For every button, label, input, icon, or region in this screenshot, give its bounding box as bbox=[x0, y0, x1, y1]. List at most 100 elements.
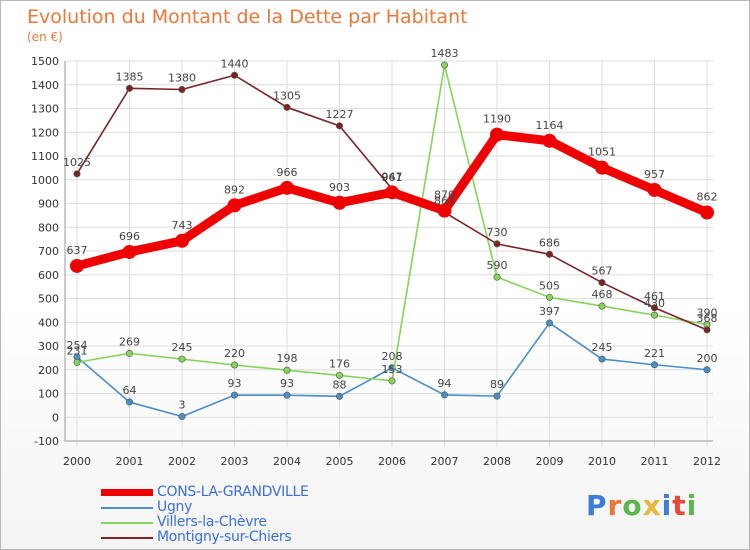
data-point bbox=[598, 279, 606, 287]
data-point bbox=[545, 319, 553, 327]
data-label: 254 bbox=[67, 339, 88, 352]
data-point bbox=[490, 127, 504, 142]
data-label: 397 bbox=[539, 305, 560, 318]
data-label: 89 bbox=[490, 378, 504, 391]
data-label: 1051 bbox=[588, 146, 616, 159]
data-label: 93 bbox=[280, 377, 294, 390]
data-point bbox=[280, 180, 294, 195]
data-point bbox=[283, 391, 291, 399]
data-point bbox=[231, 391, 239, 399]
proxiti-logo: Proxiti bbox=[586, 489, 697, 522]
data-point bbox=[335, 122, 343, 130]
data-label: 947 bbox=[382, 170, 403, 183]
data-point bbox=[231, 361, 239, 369]
data-label: 505 bbox=[539, 279, 560, 292]
legend-swatch bbox=[101, 522, 153, 524]
data-label: 153 bbox=[382, 363, 403, 376]
data-point bbox=[437, 203, 452, 218]
data-label: 231 bbox=[67, 344, 88, 357]
data-label: 245 bbox=[592, 341, 613, 354]
data-point bbox=[493, 392, 501, 400]
data-label: 176 bbox=[329, 357, 350, 370]
data-label: 637 bbox=[67, 244, 88, 257]
x-tick-label: 2006 bbox=[378, 455, 406, 468]
data-label: 221 bbox=[644, 347, 665, 360]
x-tick-label: 2004 bbox=[273, 455, 301, 468]
logo-letter: o bbox=[622, 489, 643, 522]
data-point bbox=[385, 185, 399, 200]
y-tick-label: 200 bbox=[38, 364, 59, 377]
data-point bbox=[703, 326, 711, 334]
chart-title: Evolution du Montant de la Dette par Hab… bbox=[27, 6, 468, 28]
data-label: 88 bbox=[333, 378, 347, 391]
y-tick-label: 100 bbox=[38, 388, 59, 401]
data-label: 245 bbox=[172, 341, 193, 354]
x-tick-label: 2008 bbox=[483, 455, 511, 468]
data-label: 696 bbox=[119, 230, 140, 243]
data-point bbox=[126, 398, 134, 406]
x-tick-label: 2001 bbox=[116, 455, 144, 468]
legend-label: Montigny-sur-Chiers bbox=[157, 529, 292, 545]
y-tick-label: 0 bbox=[52, 411, 59, 424]
data-label: 686 bbox=[539, 236, 560, 249]
legend-label: Ugny bbox=[157, 499, 193, 515]
y-tick-label: -100 bbox=[34, 435, 59, 448]
y-tick-label: 1400 bbox=[31, 79, 59, 92]
data-point bbox=[545, 293, 553, 301]
y-tick-label: 400 bbox=[38, 316, 59, 329]
y-tick-label: 300 bbox=[38, 340, 59, 353]
data-point bbox=[227, 198, 242, 213]
data-point bbox=[175, 233, 189, 248]
x-tick-label: 2007 bbox=[431, 455, 459, 468]
data-point bbox=[388, 377, 396, 385]
data-label: 1380 bbox=[168, 72, 196, 85]
legend-swatch bbox=[101, 489, 153, 496]
data-point bbox=[283, 366, 291, 374]
y-tick-label: 1300 bbox=[31, 103, 59, 116]
axes: -100 0 100 200 300 400 500 600 700 800 900 1000 1100… bbox=[31, 55, 721, 468]
data-point bbox=[703, 366, 711, 374]
data-label: 1025 bbox=[63, 156, 91, 169]
data-point bbox=[122, 244, 137, 259]
data-label: 870 bbox=[434, 189, 455, 202]
data-label: 903 bbox=[329, 181, 350, 194]
legend-swatch bbox=[101, 537, 153, 539]
data-point bbox=[440, 61, 448, 69]
legend-label: Villers-la-Chèvre bbox=[157, 514, 267, 530]
data-point bbox=[650, 361, 658, 369]
logo-letter: i bbox=[686, 489, 698, 522]
legend-swatch bbox=[101, 507, 153, 509]
data-point bbox=[178, 355, 186, 363]
series-lines bbox=[70, 61, 714, 421]
data-point bbox=[73, 358, 81, 366]
data-label: 862 bbox=[697, 191, 718, 204]
data-point bbox=[700, 205, 714, 220]
data-label: 961 bbox=[382, 171, 403, 184]
data-label: 743 bbox=[172, 219, 193, 232]
data-point bbox=[542, 133, 557, 148]
data-point bbox=[493, 273, 501, 281]
data-label: 430 bbox=[644, 297, 665, 310]
data-label: 390 bbox=[697, 307, 718, 320]
data-label: 461 bbox=[644, 290, 665, 303]
logo-letter: r bbox=[607, 489, 623, 522]
data-label: 368 bbox=[697, 312, 718, 325]
data-point bbox=[595, 160, 609, 175]
data-label: 730 bbox=[487, 226, 508, 239]
data-point bbox=[493, 240, 501, 248]
data-label: 64 bbox=[123, 384, 137, 397]
data-point bbox=[73, 170, 81, 178]
data-label: 1227 bbox=[326, 108, 354, 121]
y-tick-label: 800 bbox=[38, 221, 59, 234]
data-point bbox=[70, 258, 84, 273]
logo-letter: x bbox=[642, 489, 662, 522]
data-label: 468 bbox=[592, 288, 613, 301]
data-point bbox=[335, 392, 343, 400]
data-label: 208 bbox=[382, 350, 403, 363]
data-point bbox=[178, 413, 186, 421]
data-label: 93 bbox=[228, 377, 242, 390]
y-tick-label: 600 bbox=[38, 269, 59, 282]
data-point bbox=[283, 103, 291, 111]
data-label: 1440 bbox=[221, 57, 249, 70]
